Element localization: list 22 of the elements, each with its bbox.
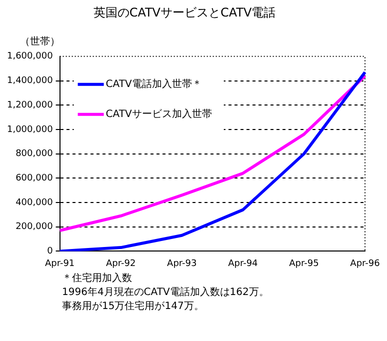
- text: 1996年4月現在のCATV電話加入数は162万。: [62, 286, 270, 300]
- y-tick-label: 1,600,000: [6, 52, 54, 62]
- chart-title: 英国のCATVサービスとCATV電話: [93, 5, 276, 20]
- x-tick-label: Apr-93: [167, 258, 197, 269]
- x-tick-label: Apr-95: [289, 258, 319, 269]
- y-tick-label: 800,000: [16, 149, 54, 160]
- text: ＊住宅用加入数: [62, 272, 133, 286]
- y-tick-label: 1,400,000: [6, 76, 54, 86]
- x-tick-label: Apr-96: [350, 258, 380, 269]
- text: 事務用が15万住宅用が147万。: [62, 300, 205, 314]
- y-tick-label: 200,000: [16, 222, 54, 232]
- y-tick-label: 600,000: [16, 173, 54, 184]
- y-tick-label: 400,000: [16, 198, 54, 208]
- x-tick-label: Apr-91: [44, 258, 75, 269]
- x-tick-label: Apr-92: [106, 258, 136, 269]
- x-tick-label: Apr-94: [228, 258, 258, 269]
- legend-label: CATV電話加入世帯＊: [106, 78, 202, 90]
- y-tick-label: 0: [47, 246, 54, 257]
- y-tick-label: 1,200,000: [6, 100, 54, 110]
- y-tick-label: 1,000,000: [6, 124, 54, 135]
- y-axis-title: （世帯）: [20, 36, 60, 48]
- legend-label: CATVサービス加入世帯: [106, 108, 212, 120]
